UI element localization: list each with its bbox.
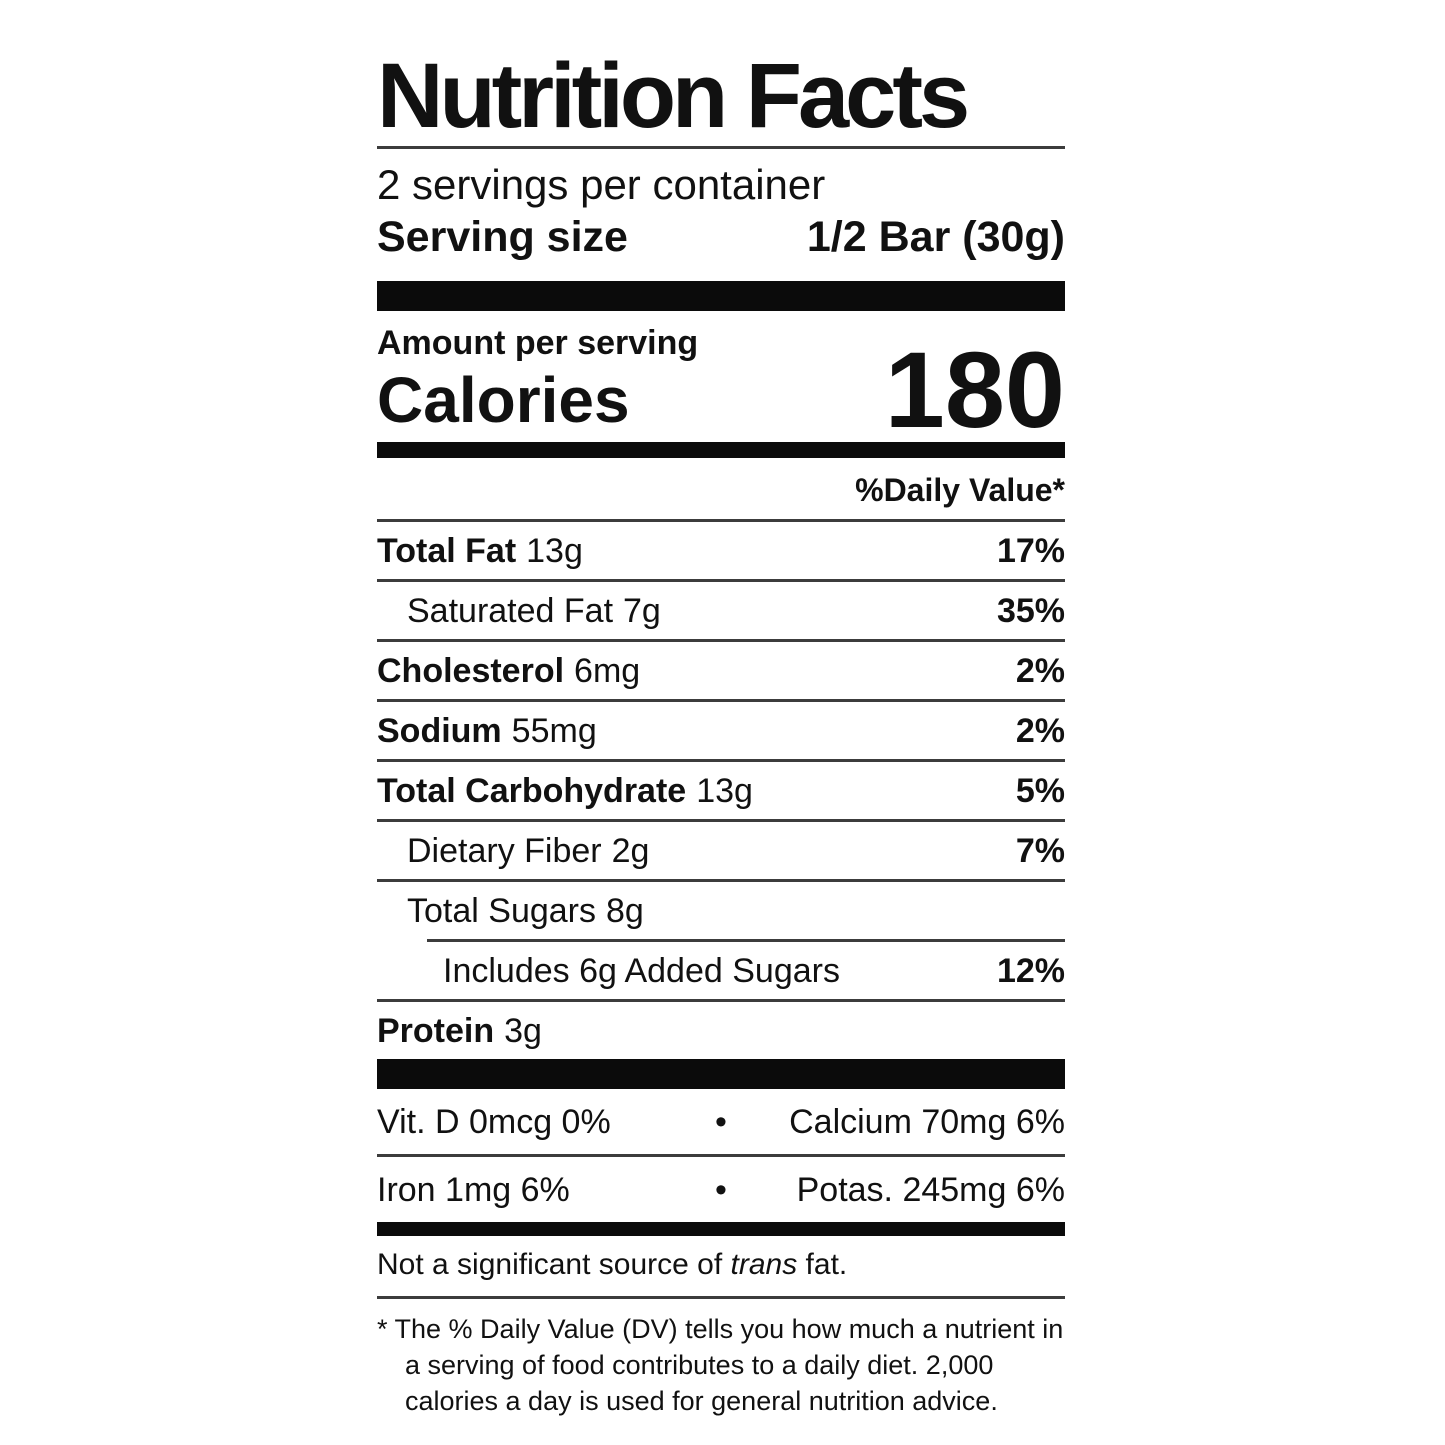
nutrient-row: Total Sugars 8g [377,882,1065,939]
hairline-rule [377,579,1065,583]
nutrient-name: Total Carbohydrate [377,772,687,811]
micronutrient-left: Vit. D 0mcg 0% [377,1103,611,1142]
micronutrient-left: Iron 1mg 6% [377,1171,570,1210]
micronutrient-right: Calcium 70mg 6% [789,1103,1065,1142]
nutrient-amount: 2g [611,832,650,871]
daily-value-header: %Daily Value* [377,458,1065,523]
nutrient-daily-value: 17% [996,532,1065,571]
calories-value: 180 [884,328,1065,450]
nutrient-row-left: Total Sugars 8g [407,891,644,931]
nutrient-daily-value: 2% [1015,712,1065,751]
nutrient-row: Protein 3g [377,1002,1065,1059]
nutrient-name: Sodium [377,712,502,751]
nutrient-daily-value: 12% [996,952,1065,991]
nutrient-row-left: Saturated Fat 7g [407,591,661,631]
nutrient-row-left: Total Carbohydrate 13g [377,771,753,811]
nutrient-amount: 13g [696,772,753,811]
nutrient-name: Cholesterol [377,652,565,691]
nutrient-row: Total Carbohydrate 13g 5% [377,762,1065,819]
daily-value-footnote: * The % Daily Value (DV) tells you how m… [377,1299,1065,1419]
nutrient-row: Sodium 55mg 2% [377,702,1065,759]
nutrient-name: Protein [377,1012,495,1051]
trans-note-italic-word: trans [730,1248,798,1282]
serving-size-label: Serving size [377,213,628,262]
hairline-rule [377,819,1065,823]
nutrient-amount: 7g [623,592,661,631]
nutrient-row-left: Cholesterol 6mg [377,651,640,691]
calories-section: Amount per serving Calories 180 [377,323,1065,450]
hairline-rule [377,639,1065,643]
footnote-line: * The % Daily Value (DV) tells you how m… [377,1314,1064,1345]
calories-left-column: Amount per serving Calories [377,323,699,437]
trans-fat-note: Not a significant source of trans fat. [377,1236,1065,1300]
nutrition-facts-label: Nutrition Facts 2 servings per container… [377,50,1065,1419]
nutrient-row-left: Protein 3g [377,1011,542,1051]
hairline-rule [377,1154,1065,1158]
nutrient-daily-value: 7% [1015,832,1065,871]
footnote-line: a serving of food contributes to a daily… [405,1350,994,1381]
micronutrient-right: Potas. 245mg 6% [796,1171,1065,1210]
hairline-rule [377,759,1065,763]
hairline-rule [377,999,1065,1003]
nutrient-amount: 13g [526,532,583,571]
serving-size-value: 1/2 Bar (30g) [806,213,1065,262]
nutrient-name: Includes 6g Added Sugars [443,952,840,991]
bullet-separator-icon: • [715,1103,727,1142]
nutrient-row: Total Fat 13g 17% [377,522,1065,579]
thin-divider-bar [377,1222,1065,1237]
hairline-rule [427,939,1065,943]
nutrient-amount: 6mg [574,652,641,691]
nutrient-row-left: Includes 6g Added Sugars [443,951,840,991]
calories-label: Calories [377,364,630,437]
nutrient-amount: 55mg [511,712,597,751]
nutrient-row-left: Sodium 55mg [377,711,597,751]
nutrient-row: Dietary Fiber 2g 7% [377,822,1065,879]
nutrient-row-left: Total Fat 13g [377,531,583,571]
nutrient-name: Total Sugars [407,892,596,931]
nutrient-amount: 3g [504,1012,542,1051]
hairline-rule [377,879,1065,883]
serving-size-row: Serving size 1/2 Bar (30g) [377,213,1065,262]
nutrient-daily-value: 5% [1015,772,1065,811]
micronutrient-rows-container: Vit. D 0mcg 0% • Calcium 70mg 6% Iron 1mg 6… [377,1089,1065,1222]
nutrient-daily-value: 35% [996,592,1065,631]
nutrient-row: Includes 6g Added Sugars 12% [377,942,1065,999]
hairline-rule [377,699,1065,703]
amount-per-serving-label: Amount per serving [377,323,699,362]
nutrient-amount: 8g [606,892,644,931]
trans-note-prefix: Not a significant source of [377,1248,731,1282]
micronutrient-row: Vit. D 0mcg 0% • Calcium 70mg 6% [377,1089,1065,1154]
nutrient-rows-container: Total Fat 13g 17% Saturated Fat 7g 35% Cholest… [377,522,1065,1059]
micronutrient-row: Iron 1mg 6% • Potas. 245mg 6% [377,1157,1065,1222]
nutrient-name: Saturated Fat [407,592,614,631]
nutrient-name: Total Fat [377,532,517,571]
nutrient-name: Dietary Fiber [407,832,602,871]
nutrient-daily-value: 2% [1015,652,1065,691]
footnote-line: calories a day is used for general nutri… [405,1386,998,1417]
thick-divider-bar [377,1059,1065,1090]
label-title: Nutrition Facts [377,50,1065,149]
nutrient-row: Saturated Fat 7g 35% [377,582,1065,639]
medium-divider-bar [377,442,1065,459]
nutrient-row: Cholesterol 6mg 2% [377,642,1065,699]
servings-per-container: 2 servings per container [377,161,826,208]
nutrient-row-left: Dietary Fiber 2g [407,831,649,871]
trans-note-suffix: fat. [797,1248,848,1282]
bullet-separator-icon: • [715,1171,727,1210]
thick-divider-bar [377,280,1065,311]
